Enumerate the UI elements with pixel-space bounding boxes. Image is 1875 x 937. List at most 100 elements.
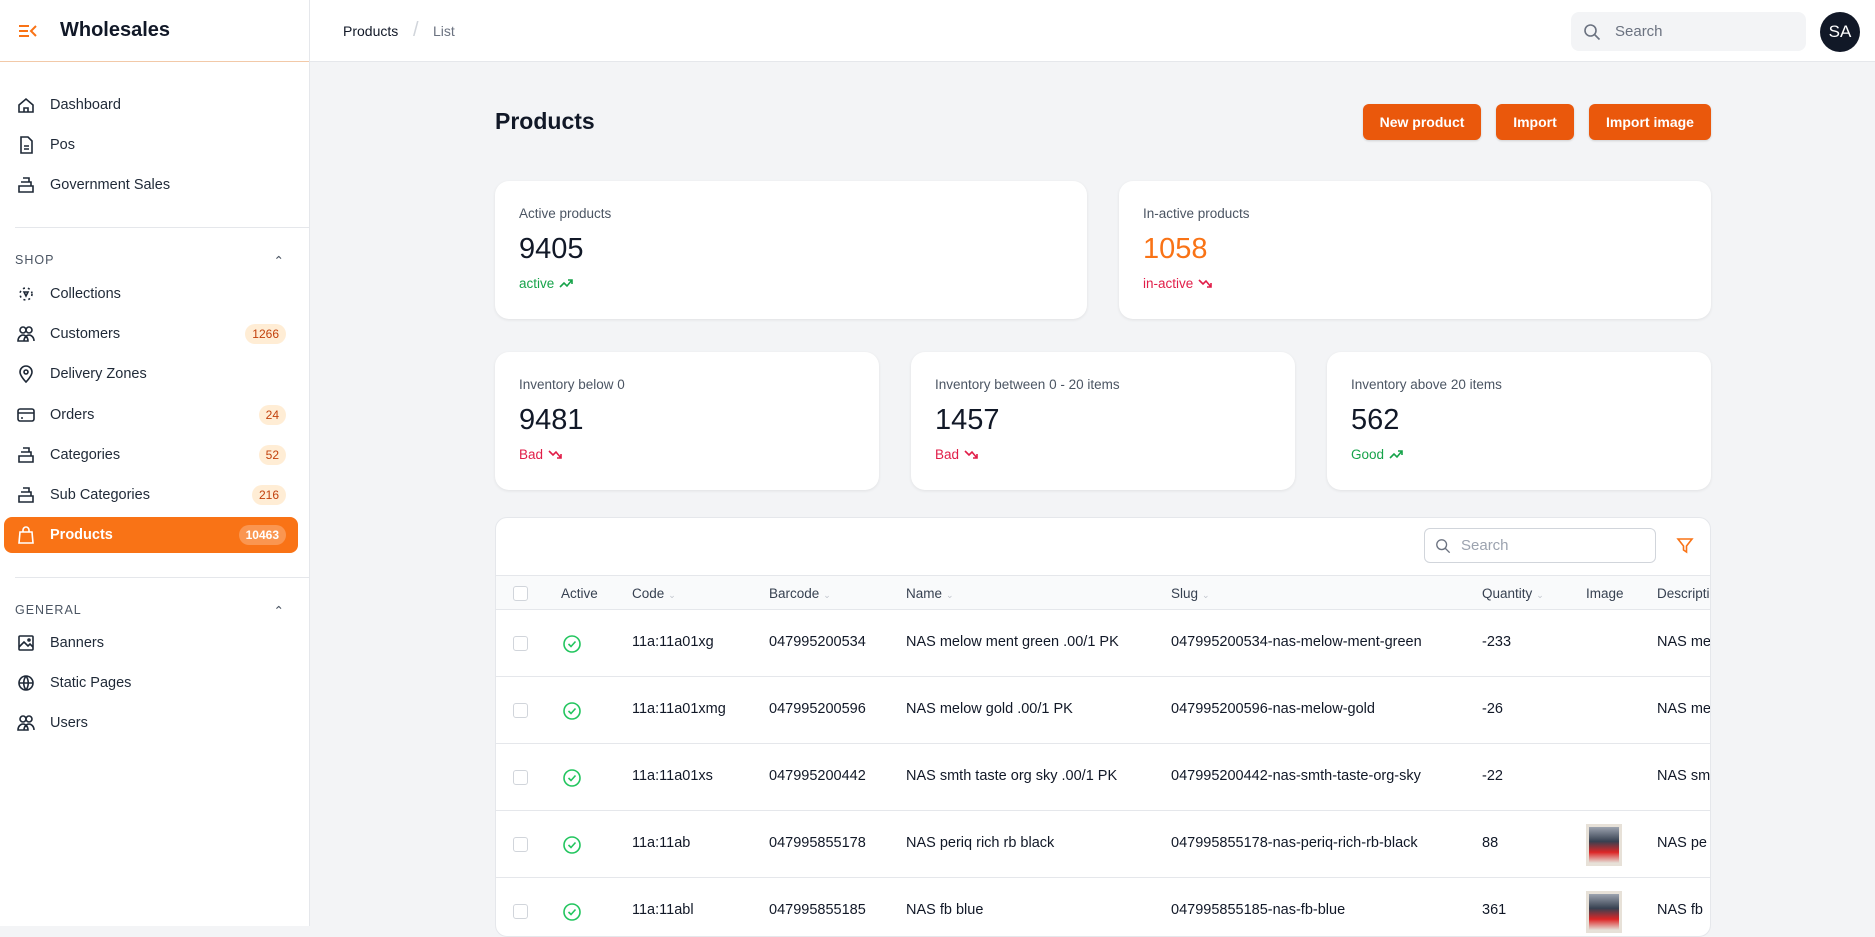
product-thumbnail[interactable] <box>1586 824 1622 866</box>
count-badge: 24 <box>258 404 286 425</box>
row-checkbox[interactable] <box>513 770 528 785</box>
column-label: Image <box>1586 586 1624 601</box>
page-title: Products <box>495 108 595 134</box>
cell-code: 11a:11a01xg <box>632 634 714 650</box>
stat-label: Active products <box>519 206 612 221</box>
cell-quantity: -233 <box>1482 634 1512 650</box>
column-header-name[interactable]: Name ⌄ <box>906 586 954 601</box>
chevron-up-icon[interactable]: ⌃ <box>273 604 285 618</box>
sidebar-item-label: Collections <box>50 286 121 302</box>
cell-code: 11a:11ab <box>632 835 691 851</box>
count-badge: 10463 <box>238 525 286 546</box>
sidebar-item-products[interactable]: Products 10463 <box>4 517 298 554</box>
cell-slug: 047995855185-nas-fb-blue <box>1171 902 1346 918</box>
table-search-input[interactable]: Search <box>1424 528 1656 563</box>
cell-name: NAS periq rich rb black <box>906 835 1055 851</box>
sidebar-item-dashboard[interactable]: Dashboard <box>4 87 298 123</box>
section-shop[interactable]: SHOP ⌃ <box>15 253 285 268</box>
sidebar-item-government-sales[interactable]: Government Sales <box>4 167 298 203</box>
table-row[interactable]: 11a:11a01xmg 047995200596 NAS melow gold .… <box>496 677 1710 744</box>
products-table: Search Active Code ⌄ Barcode ⌄ Name ⌄ Slug ⌄ Quan… <box>495 517 1711 937</box>
count-badge: 1266 <box>245 324 286 345</box>
column-label: Barcode <box>769 586 820 601</box>
section-general[interactable]: GENERAL ⌃ <box>15 603 285 618</box>
cell-description: NAS fb <box>1657 902 1703 918</box>
import-button[interactable]: Import <box>1496 104 1574 140</box>
search-icon <box>1584 23 1601 40</box>
column-header-code[interactable]: Code ⌄ <box>632 586 676 601</box>
cell-code: 11a:11a01xmg <box>632 701 726 717</box>
trend-down-icon <box>1198 279 1213 288</box>
product-thumbnail[interactable] <box>1586 891 1622 933</box>
cell-name: NAS fb blue <box>906 902 984 918</box>
sort-icon[interactable]: ⌄ <box>1536 590 1544 600</box>
cell-slug: 047995855178-nas-periq-rich-rb-black <box>1171 835 1418 851</box>
stat-card: Inventory between 0 - 20 items 1457 Bad <box>911 352 1295 490</box>
breadcrumb-separator: / <box>413 19 419 41</box>
stat-label: Inventory above 20 items <box>1351 377 1502 392</box>
sidebar-item-delivery-zones[interactable]: Delivery Zones <box>4 356 298 392</box>
global-search-input[interactable]: Search <box>1571 12 1806 51</box>
stat-trend: Bad <box>519 447 544 462</box>
cell-description: NAS pe <box>1657 835 1707 851</box>
sort-icon[interactable]: ⌄ <box>1202 590 1210 600</box>
sidebar-item-customers[interactable]: Customers 1266 <box>4 316 298 352</box>
stat-label: In-active products <box>1143 206 1250 221</box>
column-header-slug[interactable]: Slug ⌄ <box>1171 586 1210 601</box>
filter-icon[interactable] <box>1676 537 1694 555</box>
chevron-up-icon[interactable]: ⌃ <box>273 254 285 268</box>
cell-barcode: 047995200534 <box>769 634 866 650</box>
row-checkbox[interactable] <box>513 636 528 651</box>
table-row[interactable]: 11a:11ab 047995855178 NAS periq rich rb bl… <box>496 811 1710 878</box>
cell-name: NAS smth taste org sky .00/1 PK <box>906 768 1118 784</box>
sort-icon[interactable]: ⌄ <box>946 590 954 600</box>
search-placeholder: Search <box>1461 537 1509 554</box>
stat-trend: Good <box>1351 447 1385 462</box>
section-label: GENERAL <box>15 603 82 617</box>
check-circle-icon <box>563 635 581 653</box>
sidebar-item-pos[interactable]: Pos <box>4 127 298 163</box>
cell-code: 11a:11a01xs <box>632 768 713 784</box>
row-checkbox[interactable] <box>513 904 528 919</box>
import-image-button[interactable]: Import image <box>1589 104 1711 140</box>
row-checkbox[interactable] <box>513 703 528 718</box>
sidebar-item-banners[interactable]: Banners <box>4 625 298 661</box>
cell-slug: 047995200442-nas-smth-taste-org-sky <box>1171 768 1421 784</box>
sidebar-item-users[interactable]: Users <box>4 705 298 741</box>
sort-icon[interactable]: ⌄ <box>668 590 676 600</box>
column-header-quantity[interactable]: Quantity ⌄ <box>1482 586 1544 601</box>
sidebar-item-static-pages[interactable]: Static Pages <box>4 665 298 701</box>
select-all-checkbox[interactable] <box>513 586 528 601</box>
users-icon <box>17 715 35 731</box>
cell-name: NAS melow ment green .00/1 PK <box>906 634 1119 650</box>
cell-code: 11a:11abl <box>632 902 694 918</box>
row-checkbox[interactable] <box>513 837 528 852</box>
table-header: Active Code ⌄ Barcode ⌄ Name ⌄ Slug ⌄ Quantity ⌄ Im… <box>496 575 1710 610</box>
sidebar: Wholesales Dashboard Pos Government Sales C… <box>0 0 310 926</box>
table-row[interactable]: 11a:11a01xg 047995200534 NAS melow ment gr… <box>496 610 1710 677</box>
check-circle-icon <box>563 836 581 854</box>
trend-up-icon <box>559 279 574 288</box>
sidebar-item-categories[interactable]: Categories 52 <box>4 437 298 473</box>
count-badge: 52 <box>258 444 286 465</box>
sidebar-item-label: Banners <box>50 635 105 651</box>
table-row[interactable]: 11a:11a01xs 047995200442 NAS smth taste or… <box>496 744 1710 811</box>
collapse-menu-icon[interactable] <box>18 23 38 39</box>
sidebar-item-label: Products <box>50 527 113 544</box>
stack-icon <box>18 487 34 503</box>
table-row[interactable]: 11a:11abl 047995855185 NAS fb blue 04799585… <box>496 878 1710 936</box>
sidebar-item-sub-categories[interactable]: Sub Categories 216 <box>4 477 298 513</box>
map-pin-icon <box>19 365 33 384</box>
stack-icon <box>18 446 34 463</box>
sort-icon[interactable]: ⌄ <box>823 590 831 600</box>
sidebar-item-orders[interactable]: Orders 24 <box>4 397 298 433</box>
avatar[interactable]: SA <box>1820 12 1860 52</box>
new-product-button[interactable]: New product <box>1363 104 1481 140</box>
sidebar-item-collections[interactable]: Collections <box>4 276 298 312</box>
stat-trend: active <box>519 276 555 291</box>
card-icon <box>17 407 35 422</box>
search-placeholder: Search <box>1615 23 1663 40</box>
breadcrumb-products[interactable]: Products <box>343 23 399 39</box>
cell-barcode: 047995855178 <box>769 835 866 851</box>
column-header-barcode[interactable]: Barcode ⌄ <box>769 586 831 601</box>
